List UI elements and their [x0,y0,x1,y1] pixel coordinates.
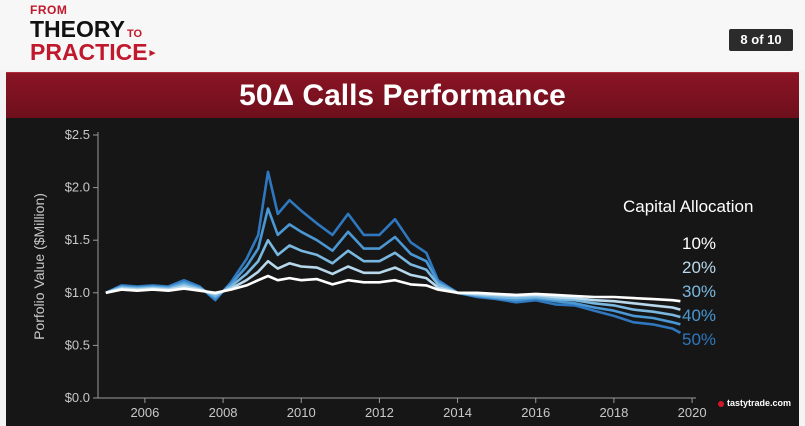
brand-suffix: .com [770,398,792,408]
legend-item: 50% [682,330,716,349]
series-line-30pct [105,238,681,319]
y-axis-title: Porfolio Value ($Million) [31,193,47,340]
slide-header: FROM THEORY TO PRACTICE ▸ 8 of 10 [0,0,805,70]
show-logo: FROM THEORY TO PRACTICE ▸ [30,4,155,64]
series-line-10pct [105,274,681,303]
chart-series [105,170,682,334]
y-tick-label: $0.0 [65,390,90,405]
legend-item: 10% [682,234,716,253]
x-tick-label: 2008 [209,405,238,420]
y-tick-label: $2.0 [65,180,90,195]
title-bar: 50Δ Calls Performance [6,72,799,119]
y-tick-label: $2.5 [65,127,90,142]
chart-axes: $0.0 $0.5 $1.0 $1.5 $2.0 $2.5 2006 2008 2010 2012… [31,127,707,420]
performance-line-chart: $0.0 $0.5 $1.0 $1.5 $2.0 $2.5 2006 2008 2010 2012… [31,127,753,420]
logo-line-theory: THEORY TO [30,18,155,41]
logo-arrow-icon: ▸ [149,47,156,60]
chart-legend: Capital Allocation 10% 20% 30% 40% 50% [623,197,753,349]
x-tick-label: 2020 [678,405,707,420]
logo-line-from: FROM [30,3,68,17]
brand-mark: tastytrade.com [718,398,791,408]
x-tick-label: 2006 [130,405,159,420]
x-tick-label: 2018 [599,405,628,420]
page-indicator: 8 of 10 [729,29,793,51]
legend-item: 20% [682,258,716,277]
brand-dot-icon [718,400,724,407]
x-tick-label: 2014 [443,405,472,420]
legend-title: Capital Allocation [623,197,753,216]
legend-item: 40% [682,306,716,325]
logo-line-practice: PRACTICE ▸ [30,41,155,64]
y-tick-label: $1.0 [65,285,90,300]
slide-title: 50Δ Calls Performance [239,79,566,112]
logo-practice-text: PRACTICE [30,39,148,65]
y-tick-label: $0.5 [65,337,90,352]
x-tick-label: 2016 [521,405,550,420]
series-line-40pct [105,207,681,326]
brand-name: tastytrade [727,398,771,408]
chart-area: $0.0 $0.5 $1.0 $1.5 $2.0 $2.5 2006 2008 2010 2012… [6,118,799,426]
logo-to-text: TO [127,28,143,40]
legend-item: 30% [682,282,716,301]
x-tick-label: 2012 [365,405,394,420]
x-tick-label: 2010 [287,405,316,420]
y-tick-label: $1.5 [65,232,90,247]
logo-theory-text: THEORY [30,16,125,42]
